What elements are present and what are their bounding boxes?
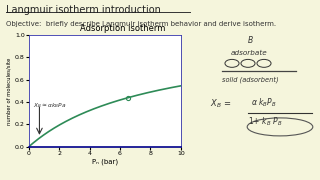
X-axis label: Pₙ (bar): Pₙ (bar): [92, 159, 118, 165]
Text: 1+ $k_B$ $P_B$: 1+ $k_B$ $P_B$: [248, 115, 282, 128]
Text: Objective:  briefly describe Langmuir isotherm behavior and derive isotherm.: Objective: briefly describe Langmuir iso…: [6, 21, 276, 27]
Title: Adsorption isotherm: Adsorption isotherm: [80, 24, 166, 33]
Text: solid (adsorbent): solid (adsorbent): [222, 76, 279, 83]
Text: $X_B \approx \alpha k_B Pa$: $X_B \approx \alpha k_B Pa$: [33, 101, 67, 110]
Text: B: B: [248, 36, 253, 45]
Text: $X_B$ =: $X_B$ =: [210, 97, 231, 110]
Y-axis label: number of molecules/site: number of molecules/site: [7, 57, 12, 125]
Text: adsorbate: adsorbate: [230, 50, 267, 56]
Text: $\alpha$ $k_B P_B$: $\alpha$ $k_B P_B$: [251, 96, 277, 109]
Text: Langmuir isotherm introduction: Langmuir isotherm introduction: [6, 5, 161, 15]
